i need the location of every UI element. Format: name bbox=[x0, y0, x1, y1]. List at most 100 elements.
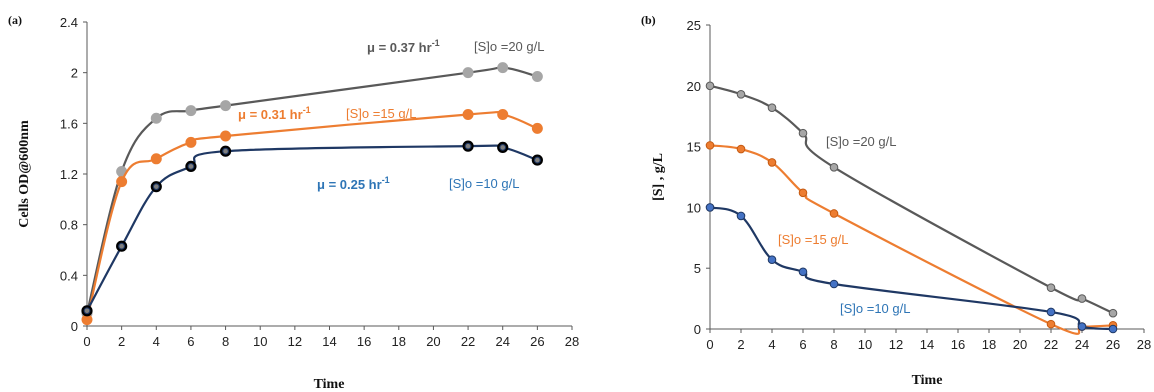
panel-label: (a) bbox=[8, 13, 22, 27]
data-point bbox=[150, 112, 162, 124]
series-label: [S]o =20 g/L bbox=[474, 39, 544, 54]
x-tick-label: 6 bbox=[799, 337, 806, 352]
data-point bbox=[798, 267, 808, 277]
x-tick-label: 8 bbox=[222, 334, 229, 349]
x-tick-label: 18 bbox=[982, 337, 996, 352]
x-tick-label: 28 bbox=[1137, 337, 1151, 352]
data-point bbox=[1108, 308, 1118, 318]
data-point bbox=[116, 176, 128, 188]
series-label: [S]o =10 g/L bbox=[449, 176, 519, 191]
y-tick-label: 2.4 bbox=[60, 15, 78, 30]
x-tick-label: 20 bbox=[426, 334, 440, 349]
y-tick-label: 20 bbox=[687, 79, 701, 94]
data-point-center bbox=[153, 184, 159, 189]
x-tick-label: 6 bbox=[187, 334, 194, 349]
growth-rate-label: μ = 0.31 hr-1 bbox=[238, 105, 311, 122]
y-tick-label: 0.4 bbox=[60, 268, 78, 283]
x-tick-label: 26 bbox=[530, 334, 544, 349]
data-point bbox=[1077, 322, 1087, 331]
growth-rate-label: μ = 0.25 hr-1 bbox=[317, 175, 390, 192]
x-tick-label: 24 bbox=[1075, 337, 1089, 352]
x-tick-label: 2 bbox=[737, 337, 744, 352]
data-point-center bbox=[465, 143, 471, 149]
data-point bbox=[767, 158, 777, 167]
data-point bbox=[705, 141, 715, 150]
y-tick-label: 0 bbox=[694, 322, 701, 337]
series-label: [S]o =20 g/L bbox=[826, 134, 896, 149]
y-tick-label: 5 bbox=[694, 261, 701, 276]
x-tick-label: 16 bbox=[357, 334, 371, 349]
x-tick-label: 0 bbox=[83, 334, 90, 349]
series-line bbox=[709, 84, 1114, 315]
data-point-center bbox=[188, 164, 194, 169]
data-point bbox=[829, 279, 839, 289]
data-point bbox=[736, 90, 746, 99]
y-tick-label: 2 bbox=[71, 66, 78, 81]
series-line bbox=[709, 144, 1114, 335]
data-point bbox=[1108, 324, 1118, 334]
data-point bbox=[150, 153, 162, 165]
data-point bbox=[497, 108, 509, 120]
panel-a-growth-chart: 0 2 4 6 8 10 12 14 16 18 20 22 24 26 2800.40.81.21.622… bbox=[8, 13, 579, 392]
x-tick-label: 12 bbox=[889, 337, 903, 352]
data-point bbox=[1046, 307, 1056, 317]
x-tick-label: 4 bbox=[768, 337, 775, 352]
x-tick-label: 10 bbox=[253, 334, 267, 349]
data-point bbox=[1046, 283, 1056, 292]
data-point-center bbox=[223, 148, 228, 154]
data-point bbox=[531, 70, 543, 82]
panel-label: (b) bbox=[641, 13, 656, 27]
data-point bbox=[705, 81, 715, 91]
data-point bbox=[798, 128, 808, 138]
data-point-center bbox=[535, 157, 540, 163]
y-axis-title: [S] , g/L bbox=[651, 153, 666, 201]
y-tick-label: 10 bbox=[687, 200, 701, 215]
x-tick-label: 26 bbox=[1106, 337, 1120, 352]
data-point bbox=[736, 144, 746, 154]
data-point bbox=[1077, 294, 1087, 303]
x-tick-label: 16 bbox=[951, 337, 965, 352]
data-point bbox=[220, 100, 232, 112]
y-tick-label: 1.2 bbox=[60, 167, 78, 182]
panel-b-substrate-chart: 0 2 4 6 8 10 12 14 16 18 20 22 24 26 280510152025(b)Ti… bbox=[641, 13, 1151, 388]
data-point bbox=[736, 211, 746, 221]
data-point bbox=[185, 105, 197, 117]
x-axis-title: Time bbox=[912, 373, 943, 388]
series-label: [S]o =10 g/L bbox=[840, 301, 910, 316]
y-tick-label: 0.8 bbox=[60, 218, 78, 233]
data-point-center bbox=[119, 243, 124, 249]
data-point bbox=[705, 203, 715, 212]
y-tick-label: 15 bbox=[687, 140, 701, 155]
data-point bbox=[798, 188, 808, 198]
data-point bbox=[497, 62, 509, 74]
x-tick-label: 18 bbox=[392, 334, 406, 349]
data-point-center bbox=[500, 145, 506, 150]
y-tick-label: 1.6 bbox=[60, 116, 78, 131]
x-tick-label: 22 bbox=[1044, 337, 1058, 352]
data-point-center bbox=[84, 308, 90, 314]
x-tick-label: 28 bbox=[565, 334, 579, 349]
data-point bbox=[829, 209, 839, 218]
data-point bbox=[1046, 319, 1056, 329]
data-point bbox=[220, 130, 232, 142]
data-point bbox=[462, 67, 474, 79]
x-tick-label: 14 bbox=[322, 334, 336, 349]
growth-rate-label: μ = 0.37 hr-1 bbox=[367, 38, 440, 55]
x-tick-label: 0 bbox=[706, 337, 713, 352]
data-point bbox=[767, 255, 777, 264]
series-label: [S]o =15 g/L bbox=[778, 232, 848, 247]
x-tick-label: 8 bbox=[830, 337, 837, 352]
y-axis-title: Cells OD@600nm bbox=[17, 120, 32, 228]
y-tick-label: 0 bbox=[71, 319, 78, 334]
x-tick-label: 24 bbox=[495, 334, 509, 349]
x-tick-label: 2 bbox=[118, 334, 125, 349]
x-tick-label: 12 bbox=[288, 334, 302, 349]
series-line bbox=[86, 144, 538, 312]
x-axis-title: Time bbox=[314, 377, 345, 392]
y-tick-label: 25 bbox=[687, 18, 701, 33]
x-tick-label: 4 bbox=[153, 334, 160, 349]
data-point bbox=[531, 122, 543, 134]
x-tick-label: 14 bbox=[920, 337, 934, 352]
x-tick-label: 20 bbox=[1013, 337, 1027, 352]
